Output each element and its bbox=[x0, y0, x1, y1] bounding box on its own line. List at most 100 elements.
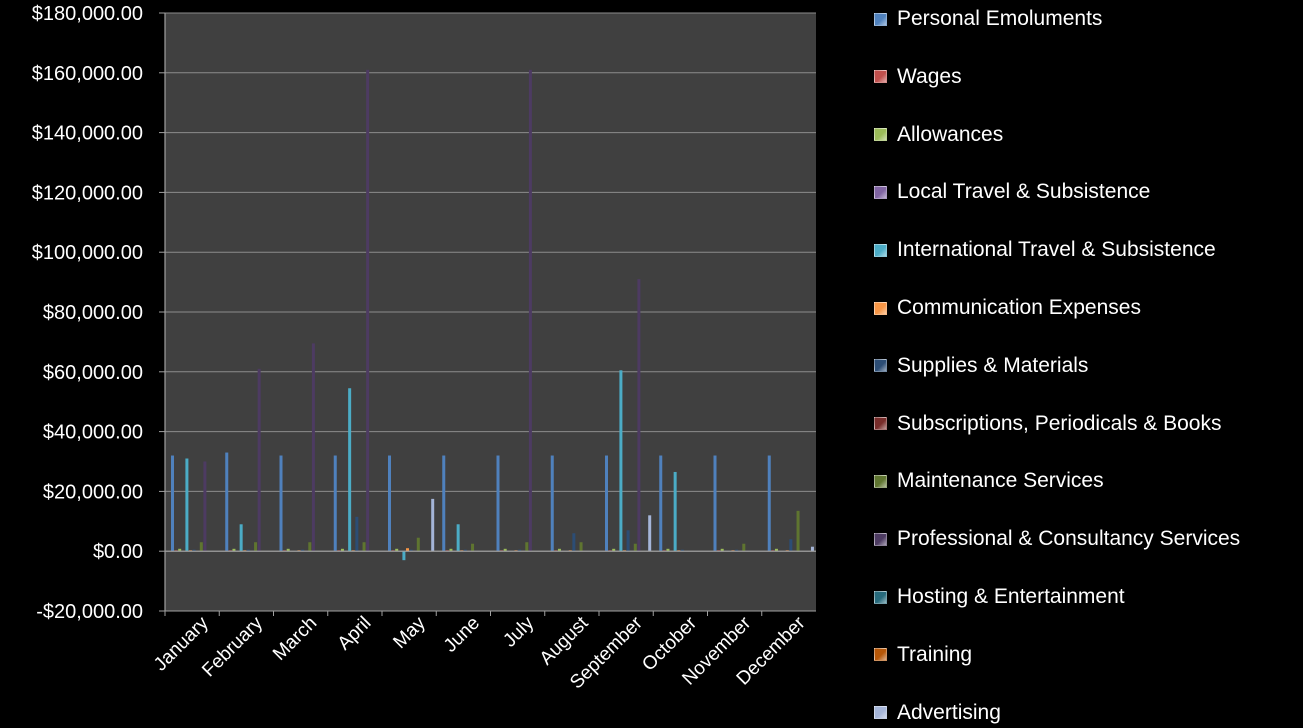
bar bbox=[409, 549, 413, 552]
x-tick-label: February bbox=[198, 612, 267, 681]
bar bbox=[203, 461, 207, 552]
legend-swatch bbox=[874, 648, 887, 662]
legend-label: Communication Expenses bbox=[897, 296, 1141, 319]
bar bbox=[572, 533, 576, 552]
legend-label: Personal Emoluments bbox=[897, 7, 1103, 30]
legend-item: Local Travel & Subsistence bbox=[874, 177, 1150, 207]
bar bbox=[796, 510, 800, 552]
legend-label: Maintenance Services bbox=[897, 469, 1104, 493]
y-tick-label: $180,000.00 bbox=[32, 3, 143, 25]
bar bbox=[308, 542, 312, 552]
bar bbox=[525, 542, 529, 552]
bar bbox=[301, 549, 305, 552]
bar bbox=[355, 516, 359, 552]
legend-item: Hosting & Entertainment bbox=[874, 582, 1125, 612]
legend-item: Professional & Consultancy Services bbox=[874, 524, 1240, 554]
bar bbox=[311, 343, 315, 552]
legend-item: Allowances bbox=[874, 120, 1003, 150]
legend-label: Advertising bbox=[897, 700, 1001, 724]
bar bbox=[254, 542, 258, 552]
bar bbox=[456, 524, 460, 552]
bar bbox=[171, 455, 174, 552]
y-tick-label: $0.00 bbox=[93, 541, 143, 563]
bar bbox=[666, 548, 670, 552]
x-tick-label: July bbox=[499, 612, 538, 651]
bar bbox=[626, 530, 630, 552]
bar bbox=[463, 549, 467, 552]
y-tick-label: $40,000.00 bbox=[43, 422, 143, 444]
bar bbox=[388, 455, 391, 552]
legend-swatch bbox=[874, 243, 887, 257]
legend-swatch bbox=[874, 359, 887, 373]
bar bbox=[471, 543, 475, 552]
bar bbox=[713, 455, 717, 552]
bar bbox=[648, 515, 652, 552]
legend-item: Personal Emoluments bbox=[874, 4, 1102, 34]
bar bbox=[192, 549, 196, 552]
bar bbox=[406, 548, 409, 552]
bar bbox=[348, 388, 352, 552]
bar bbox=[185, 458, 189, 552]
legend-label: Professional & Consultancy Services bbox=[897, 527, 1241, 551]
bar bbox=[199, 542, 203, 552]
legend-item: Communication Expenses bbox=[874, 293, 1141, 323]
bar bbox=[225, 452, 229, 552]
legend-label: Subscriptions, Periodicals & Books bbox=[897, 411, 1222, 435]
legend-label: Supplies & Materials bbox=[897, 353, 1089, 377]
bar bbox=[557, 548, 561, 552]
legend-label: Allowances bbox=[897, 122, 1004, 146]
bar bbox=[720, 548, 724, 552]
bar bbox=[232, 548, 236, 552]
bar bbox=[362, 542, 366, 552]
bar bbox=[449, 548, 453, 552]
bar bbox=[178, 548, 182, 552]
bar bbox=[442, 455, 446, 552]
bar bbox=[340, 548, 344, 552]
bar bbox=[633, 543, 637, 552]
y-tick-label: $160,000.00 bbox=[32, 63, 143, 85]
bar bbox=[528, 69, 532, 552]
bar bbox=[774, 548, 778, 552]
legend-swatch bbox=[874, 12, 887, 26]
bar bbox=[279, 455, 283, 552]
bar bbox=[673, 471, 677, 552]
legend-label: Hosting & Entertainment bbox=[897, 585, 1125, 608]
legend-item: International Travel & Subsistence bbox=[874, 235, 1216, 265]
bar bbox=[659, 455, 663, 552]
y-tick-label: -$20,000.00 bbox=[36, 601, 143, 623]
bar bbox=[402, 551, 406, 561]
legend-item: Advertising bbox=[874, 698, 1001, 728]
legend-label: Training bbox=[897, 642, 973, 666]
bar bbox=[286, 548, 290, 552]
legend-item: Subscriptions, Periodicals & Books bbox=[874, 409, 1222, 439]
bar bbox=[789, 539, 793, 552]
legend-swatch bbox=[874, 590, 887, 604]
legend-item: Supplies & Materials bbox=[874, 351, 1088, 381]
legend-item: Maintenance Services bbox=[874, 466, 1104, 496]
bar bbox=[637, 279, 641, 552]
bar bbox=[579, 542, 583, 552]
legend-label: International Travel & Subsistence bbox=[897, 238, 1216, 262]
bar bbox=[742, 543, 746, 552]
legend-swatch bbox=[874, 706, 887, 720]
bar bbox=[503, 548, 507, 552]
x-tick-label: June bbox=[440, 613, 484, 657]
bar bbox=[431, 498, 435, 552]
legend-swatch bbox=[874, 185, 887, 199]
legend-swatch bbox=[874, 70, 887, 84]
bar bbox=[619, 370, 623, 552]
bar bbox=[333, 455, 337, 552]
legend-swatch bbox=[874, 417, 887, 431]
y-tick-label: $100,000.00 bbox=[32, 242, 143, 264]
y-tick-label: $140,000.00 bbox=[32, 123, 143, 145]
legend-swatch bbox=[874, 128, 887, 142]
legend-swatch bbox=[874, 532, 887, 546]
bar bbox=[416, 537, 420, 552]
bar bbox=[680, 549, 684, 552]
bar bbox=[366, 69, 370, 552]
bar bbox=[810, 546, 814, 552]
bar bbox=[735, 549, 739, 552]
bar bbox=[395, 548, 399, 552]
legend-label: Wages bbox=[897, 64, 962, 88]
bar bbox=[518, 549, 522, 552]
